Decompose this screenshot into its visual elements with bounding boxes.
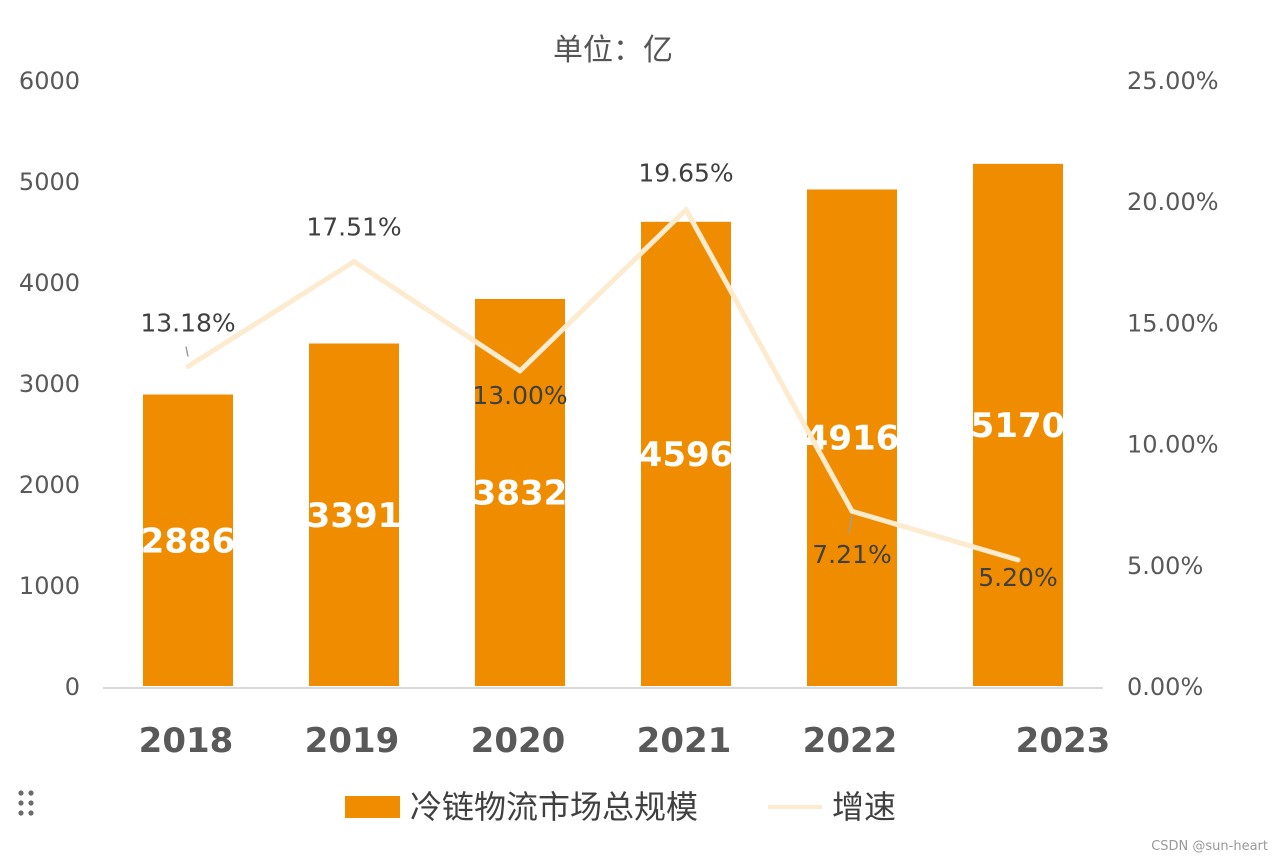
label-leader-line	[185, 346, 189, 357]
left-axis-tick: 4000	[19, 269, 80, 297]
left-axis-tick: 5000	[19, 168, 80, 196]
right-axis-tick: 15.00%	[1127, 309, 1219, 337]
bar-data-label: 4596	[639, 435, 734, 475]
line-point	[683, 207, 689, 213]
x-axis-tick: 2023	[1016, 721, 1111, 761]
x-axis-labels: 2018 2019 2020 2021 2022 2023	[139, 721, 1111, 761]
x-axis-tick: 2020	[471, 721, 566, 761]
right-axis-tick: 5.00%	[1127, 552, 1203, 580]
left-y-axis: 0 1000 2000 3000 4000 5000 6000	[19, 67, 80, 701]
right-axis-tick: 10.00%	[1127, 431, 1219, 459]
legend: 冷链物流市场总规模 增速	[345, 788, 896, 826]
bar	[807, 189, 897, 686]
bar	[309, 343, 399, 686]
left-axis-tick: 1000	[19, 572, 80, 600]
left-axis-tick: 0	[65, 673, 80, 701]
x-axis-tick: 2022	[803, 721, 898, 761]
bar-data-label: 3832	[473, 473, 568, 513]
line-data-label: 5.20%	[978, 563, 1057, 592]
legend-bar-label: 冷链物流市场总规模	[410, 788, 698, 826]
line-point	[1015, 557, 1021, 563]
bar	[973, 163, 1063, 686]
left-axis-tick: 2000	[19, 471, 80, 499]
legend-line-label: 增速	[832, 788, 896, 826]
x-axis-tick: 2021	[637, 721, 732, 761]
x-axis-tick: 2019	[305, 721, 400, 761]
left-axis-tick: 6000	[19, 67, 80, 95]
right-axis-tick: 0.00%	[1127, 673, 1203, 701]
line-point	[849, 508, 855, 514]
line-data-label: 13.18%	[140, 309, 235, 338]
line-point	[185, 364, 191, 370]
growth-line	[186, 207, 1019, 563]
label-leader-line	[848, 515, 853, 534]
bar	[475, 298, 565, 686]
bar-data-label: 3391	[307, 496, 402, 536]
line-data-label: 7.21%	[812, 540, 891, 569]
line-point	[351, 259, 357, 265]
bar-data-label: 5170	[971, 406, 1066, 446]
bar-data-label: 2886	[141, 521, 236, 561]
line-point	[517, 368, 523, 374]
line-series: 13.18% 17.51% 13.00% 19.65% 7.21% 5.20%	[140, 159, 1057, 592]
line-data-label: 19.65%	[638, 159, 733, 188]
left-axis-tick: 3000	[19, 370, 80, 398]
bar	[143, 394, 233, 686]
chart-title: 单位：亿	[553, 33, 673, 68]
drag-handle-icon[interactable]	[18, 790, 34, 816]
right-axis-tick: 25.00%	[1127, 67, 1219, 95]
right-axis-tick: 20.00%	[1127, 188, 1219, 216]
line-data-label: 13.00%	[472, 381, 567, 410]
legend-bar-swatch	[345, 796, 400, 818]
bar	[641, 221, 731, 686]
x-axis-tick: 2018	[139, 721, 234, 761]
line-data-label: 17.51%	[306, 213, 401, 242]
watermark: CSDN @sun-heart	[1151, 839, 1268, 854]
right-y-axis: 0.00% 5.00% 10.00% 15.00% 20.00% 25.00%	[1127, 67, 1219, 701]
